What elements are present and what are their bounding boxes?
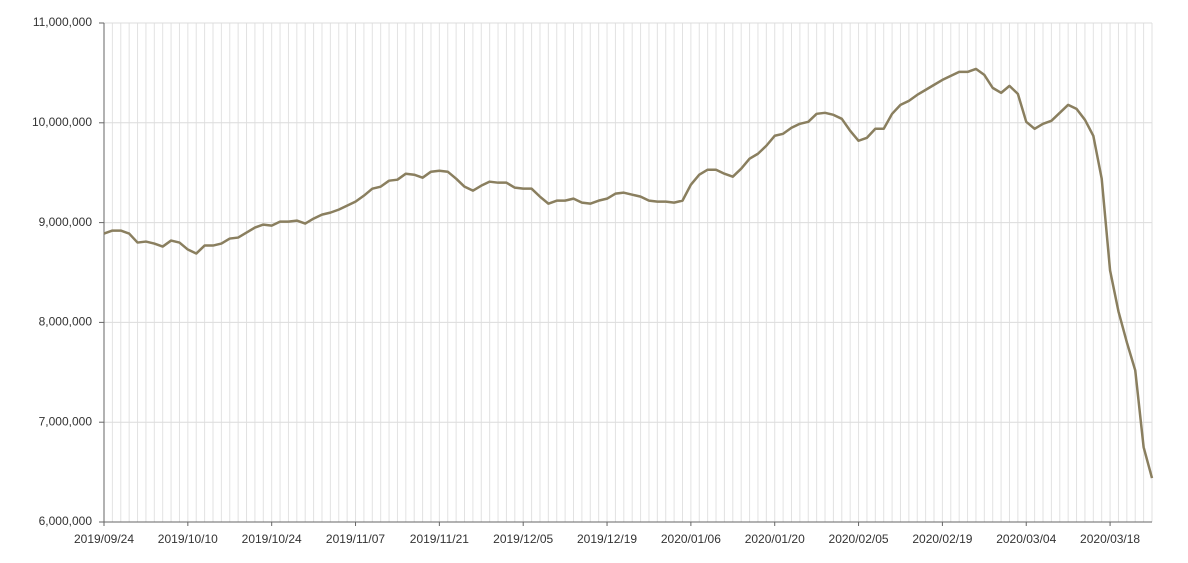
x-tick-label: 2019/11/07: [326, 532, 385, 546]
x-tick-label: 2020/02/19: [912, 532, 972, 546]
y-tick-label: 11,000,000: [33, 15, 92, 29]
x-tick-label: 2020/03/18: [1080, 532, 1140, 546]
y-tick-label: 10,000,000: [32, 115, 92, 129]
y-tick-label: 9,000,000: [39, 215, 93, 229]
data-line: [103, 67, 1154, 479]
x-tick-label: 2019/09/24: [74, 532, 134, 546]
x-tick-label: 2019/12/19: [577, 532, 637, 546]
x-tick-label: 2020/01/06: [661, 532, 721, 546]
x-tick-label: 2019/10/24: [242, 532, 302, 546]
x-tick-label: 2019/12/05: [493, 532, 553, 546]
x-tick-label: 2020/02/05: [829, 532, 889, 546]
x-tick-label: 2020/01/20: [745, 532, 805, 546]
x-tick-label: 2020/03/04: [996, 532, 1056, 546]
y-tick-label: 7,000,000: [39, 414, 93, 428]
y-tick-label: 8,000,000: [39, 315, 93, 329]
x-tick-label: 2019/11/21: [410, 532, 469, 546]
y-tick-label: 6,000,000: [39, 514, 93, 528]
x-tick-label: 2019/10/10: [158, 532, 218, 546]
